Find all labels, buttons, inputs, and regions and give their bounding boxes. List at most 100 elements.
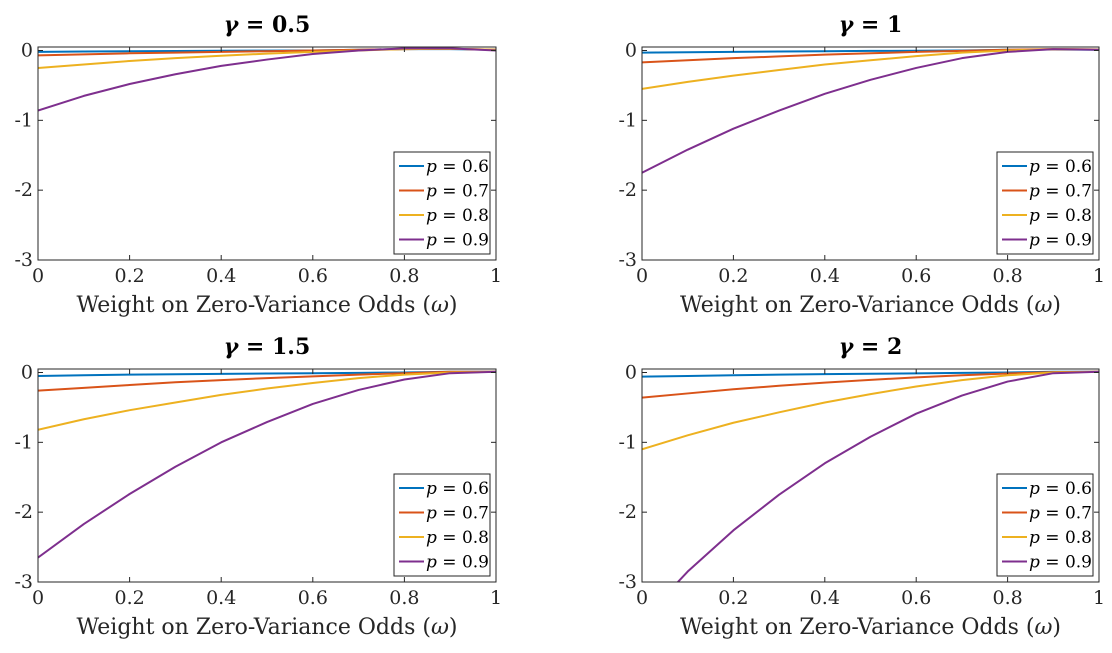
legend-variable: p — [1029, 528, 1040, 548]
series-line-08 — [38, 370, 496, 431]
legend-value: = 0.9 — [1040, 231, 1092, 251]
y-tick-label: -1 — [14, 109, 33, 131]
legend-variable: p — [426, 528, 437, 548]
legend-label: p = 0.7 — [1029, 182, 1092, 202]
series-line-09 — [38, 47, 496, 112]
y-tick-label: 0 — [21, 39, 33, 61]
axes-box — [641, 46, 1100, 261]
x-axis-label-symbol: ω — [1034, 615, 1052, 640]
y-tick-label: -3 — [618, 249, 637, 271]
legend-label: p = 0.6 — [426, 157, 489, 177]
x-tick-label: 0 — [32, 265, 44, 287]
chart-panel-3: 0 0.2 0.4 0.6 0.8 1 0 -1 -2 -3 γ = 1.5 Weight on Ze… — [14, 334, 502, 640]
legend: p = 0.6p = 0.7p = 0.8p = 0.9 — [996, 473, 1094, 577]
legend-label: p = 0.6 — [1029, 157, 1092, 177]
chart-title: γ = 2 — [839, 334, 903, 360]
y-tick-label: -2 — [618, 501, 637, 523]
legend-value: = 0.7 — [1040, 504, 1092, 524]
series-line-07 — [38, 370, 496, 392]
y-tick-label: -2 — [618, 179, 637, 201]
y-tick-label: -2 — [14, 501, 33, 523]
legend-value: = 0.8 — [1040, 206, 1092, 226]
legend: p = 0.6p = 0.7p = 0.8p = 0.9 — [996, 151, 1094, 255]
x-tick-label: 1 — [1093, 587, 1105, 609]
chart-title-value: = 0.5 — [238, 12, 310, 38]
chart-panel-4: 0 0.2 0.4 0.6 0.8 1 0 -1 -2 -3 γ = 2 Weight on Zero… — [618, 334, 1105, 640]
chart-title-symbol: γ — [839, 12, 855, 38]
legend-variable: p — [1029, 182, 1040, 202]
x-tick-label: 0.2 — [718, 587, 748, 609]
chart-title: γ = 0.5 — [224, 12, 311, 38]
legend: p = 0.6p = 0.7p = 0.8p = 0.9 — [393, 151, 491, 255]
legend-label: p = 0.8 — [426, 206, 489, 226]
y-tick-label: -1 — [14, 431, 33, 453]
y-tick-label: -2 — [14, 179, 33, 201]
chart-title-value: = 1 — [853, 12, 902, 38]
series-line-09 — [642, 48, 1099, 174]
x-tick-label: 0.4 — [810, 265, 840, 287]
legend-variable: p — [1029, 504, 1040, 524]
series-line-09 — [38, 370, 496, 559]
x-tick-label: 0.4 — [810, 587, 840, 609]
x-tick-label: 0.4 — [206, 587, 236, 609]
legend-value: = 0.9 — [437, 231, 489, 251]
y-tick-label: -1 — [618, 431, 637, 453]
legend-label: p = 0.9 — [1029, 231, 1092, 251]
x-tick-label: 0.6 — [298, 587, 328, 609]
legend-variable: p — [426, 479, 437, 499]
legend-label: p = 0.7 — [426, 504, 489, 524]
x-tick-label: 0.6 — [298, 265, 328, 287]
y-tick-label: -1 — [618, 109, 637, 131]
legend-label: p = 0.7 — [426, 182, 489, 202]
x-axis-label: Weight on Zero-Variance Odds (ω) — [76, 293, 457, 318]
x-tick-label: 0.4 — [206, 265, 236, 287]
legend-box — [393, 151, 491, 255]
legend-box — [393, 473, 491, 577]
chart-title-value: = 2 — [853, 334, 902, 360]
legend-value: = 0.7 — [437, 504, 489, 524]
x-axis-label-suffix: ) — [449, 615, 458, 640]
chart-title: γ = 1.5 — [224, 334, 311, 360]
legend-value: = 0.6 — [1040, 479, 1092, 499]
legend-label: p = 0.9 — [1029, 553, 1092, 573]
legend-label: p = 0.8 — [1029, 206, 1092, 226]
y-tick-label: 0 — [625, 39, 637, 61]
legend-value: = 0.9 — [437, 553, 489, 573]
legend-variable: p — [426, 231, 437, 251]
legend-variable: p — [426, 182, 437, 202]
series-line-07 — [642, 370, 1099, 399]
x-tick-label: 0.8 — [992, 587, 1022, 609]
series-line-08 — [642, 370, 1099, 451]
x-tick-label: 0 — [636, 587, 648, 609]
x-axis-label-symbol: ω — [431, 615, 449, 640]
x-axis-label-prefix: Weight on Zero-Variance Odds ( — [76, 293, 431, 318]
x-axis-label-symbol: ω — [1034, 293, 1052, 318]
x-axis-label-symbol: ω — [431, 293, 449, 318]
chart-title-symbol: γ — [224, 334, 240, 360]
x-tick-label: 1 — [1093, 265, 1105, 287]
x-tick-label: 0.2 — [114, 265, 144, 287]
x-axis-label: Weight on Zero-Variance Odds (ω) — [680, 615, 1061, 640]
axes-box — [641, 368, 1100, 583]
legend-label: p = 0.6 — [426, 479, 489, 499]
x-tick-label: 0.8 — [389, 265, 419, 287]
legend-variable: p — [1029, 206, 1040, 226]
series-line-09 — [676, 370, 1099, 582]
axes-box — [37, 46, 497, 261]
legend-value: = 0.8 — [1040, 528, 1092, 548]
legend-label: p = 0.8 — [1029, 528, 1092, 548]
chart-title: γ = 1 — [839, 12, 903, 38]
axes-box — [37, 368, 497, 583]
legend-box — [996, 473, 1094, 577]
legend-variable: p — [1029, 157, 1040, 177]
legend-variable: p — [1029, 553, 1040, 573]
x-tick-label: 0.8 — [992, 265, 1022, 287]
x-axis-label-suffix: ) — [1052, 293, 1061, 318]
x-tick-label: 1 — [490, 265, 502, 287]
x-axis-label: Weight on Zero-Variance Odds (ω) — [680, 293, 1061, 318]
x-axis-label-suffix: ) — [1052, 615, 1061, 640]
legend-value: = 0.8 — [437, 206, 489, 226]
legend-value: = 0.6 — [1040, 157, 1092, 177]
x-axis-label-prefix: Weight on Zero-Variance Odds ( — [680, 293, 1035, 318]
